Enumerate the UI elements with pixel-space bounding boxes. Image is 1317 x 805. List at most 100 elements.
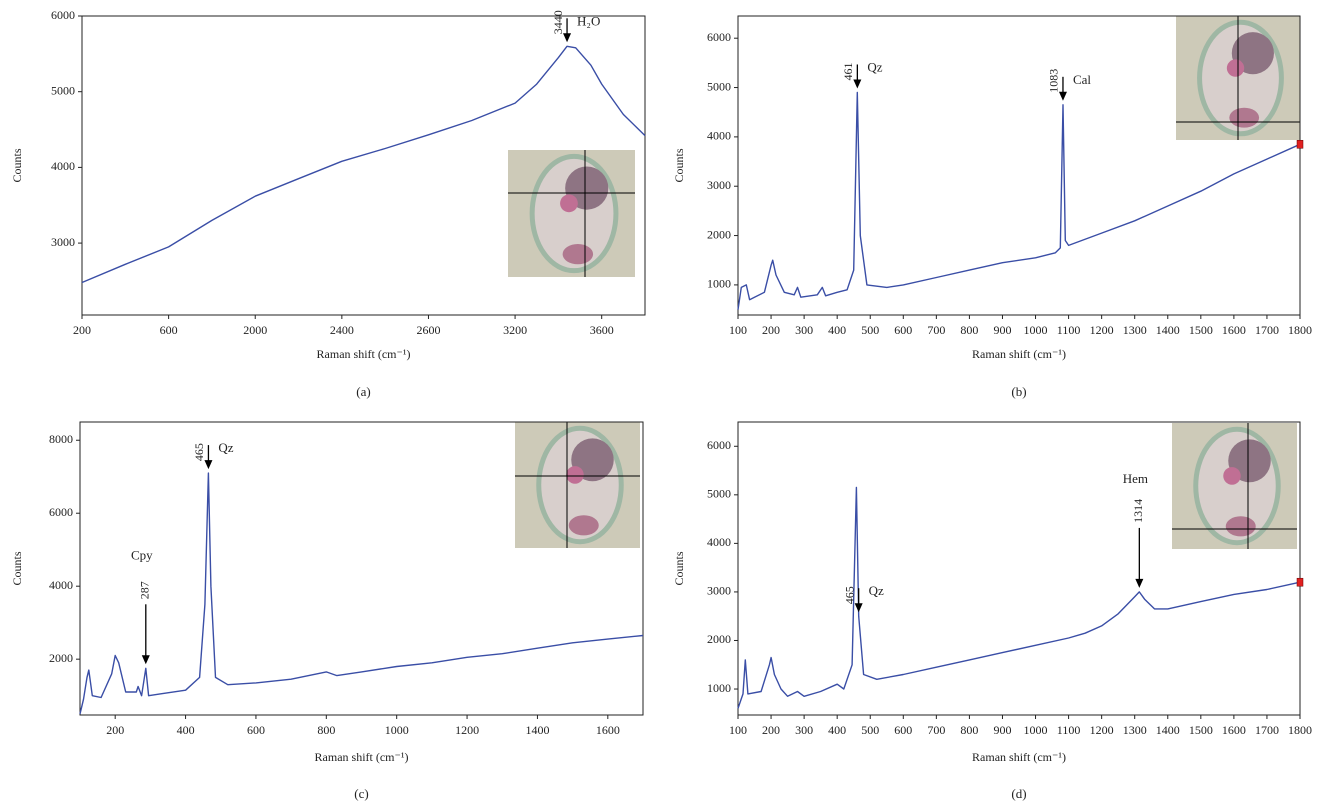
y-tick-label: 2000 [49, 651, 73, 665]
x-tick-label: 2600 [416, 323, 440, 337]
x-axis-label: Raman shift (cm⁻¹) [317, 347, 411, 361]
blob [1225, 516, 1256, 537]
peak-position: 3440 [551, 10, 565, 34]
x-tick-label: 2000 [243, 323, 267, 337]
x-tick-label: 200 [73, 323, 91, 337]
x-tick-label: 500 [861, 723, 879, 737]
y-tick-label: 5000 [707, 79, 731, 93]
x-tick-label: 600 [247, 723, 265, 737]
spectrum-line [81, 45, 646, 284]
y-tick-label: 4000 [707, 535, 731, 549]
x-tick-label: 100 [729, 723, 747, 737]
x-tick-label: 1200 [1090, 323, 1114, 337]
x-tick-label: 800 [960, 323, 978, 337]
x-tick-label: 200 [106, 723, 124, 737]
x-tick-label: 1200 [455, 723, 479, 737]
arrow-head [853, 79, 862, 89]
end-marker [1296, 577, 1304, 587]
x-tick-label: 1400 [1156, 323, 1180, 337]
spectrum-line [79, 472, 644, 715]
y-tick-label: 4000 [707, 129, 731, 143]
x-tick-label: 1500 [1189, 723, 1213, 737]
y-tick-label: 2000 [707, 632, 731, 646]
x-tick-label: 700 [927, 323, 945, 337]
x-tick-label: 1300 [1123, 323, 1147, 337]
spectrum-line [737, 486, 1301, 709]
y-tick-label: 5000 [707, 487, 731, 501]
x-tick-label: 1500 [1189, 323, 1213, 337]
x-tick-label: 700 [927, 723, 945, 737]
y-tick-label: 3000 [707, 178, 731, 192]
y-tick-label: 8000 [49, 432, 73, 446]
x-axis-label: Raman shift (cm⁻¹) [315, 750, 409, 764]
x-tick-label: 1000 [385, 723, 409, 737]
y-tick-label: 6000 [49, 505, 73, 519]
x-tick-label: 1700 [1255, 723, 1279, 737]
blob [1223, 467, 1241, 485]
x-tick-label: 1600 [1222, 323, 1246, 337]
peak-label: Cal [1073, 72, 1091, 87]
x-tick-label: 400 [828, 723, 846, 737]
peak-label: Qz [867, 59, 882, 74]
y-tick-label: 4000 [49, 578, 73, 592]
peak-position: 1083 [1047, 69, 1061, 93]
panel-caption: (c) [354, 786, 368, 801]
y-axis-label: Counts [672, 551, 686, 585]
y-tick-label: 4000 [51, 159, 75, 173]
panel-caption: (a) [356, 384, 370, 399]
x-tick-label: 1200 [1090, 723, 1114, 737]
y-axis-label: Counts [672, 148, 686, 182]
x-tick-label: 1100 [1057, 723, 1081, 737]
x-tick-label: 500 [861, 323, 879, 337]
x-tick-label: 900 [993, 723, 1011, 737]
y-tick-label: 6000 [707, 30, 731, 44]
x-tick-label: 3600 [590, 323, 614, 337]
peak-label: Qz [869, 583, 884, 598]
peak-label: Cpy [131, 547, 153, 562]
x-tick-label: 1400 [1156, 723, 1180, 737]
arrow-head [1058, 91, 1067, 101]
blob [560, 194, 578, 213]
y-tick-label: 3000 [707, 584, 731, 598]
y-tick-label: 6000 [707, 438, 731, 452]
x-axis-label: Raman shift (cm⁻¹) [972, 750, 1066, 764]
peak-label: H₂O [577, 13, 600, 28]
peak-position: 461 [841, 62, 855, 80]
y-tick-label: 3000 [51, 235, 75, 249]
x-tick-label: 400 [828, 323, 846, 337]
blob [568, 515, 599, 536]
y-tick-label: 2000 [707, 227, 731, 241]
plot-frame [79, 421, 644, 716]
x-tick-label: 800 [960, 723, 978, 737]
arrow-head [204, 460, 213, 470]
x-tick-label: 1000 [1024, 323, 1048, 337]
peak-position: 465 [842, 586, 856, 604]
y-axis-label: Counts [10, 148, 24, 182]
peak-position: 287 [138, 581, 152, 599]
x-tick-label: 600 [894, 323, 912, 337]
x-tick-label: 1100 [1057, 323, 1081, 337]
x-tick-label: 200 [762, 723, 780, 737]
arrow-head [1135, 578, 1144, 588]
arrow-head [854, 603, 863, 613]
plot-frame [737, 15, 1301, 316]
x-tick-label: 1800 [1288, 723, 1312, 737]
arrow-head [563, 33, 572, 43]
x-tick-label: 200 [762, 323, 780, 337]
x-tick-label: 900 [993, 323, 1011, 337]
panel-caption: (d) [1011, 786, 1026, 801]
blob [1229, 107, 1260, 128]
x-tick-label: 2400 [330, 323, 354, 337]
x-axis-label: Raman shift (cm⁻¹) [972, 347, 1066, 361]
peak-position: 1314 [1131, 499, 1145, 523]
x-tick-label: 1600 [1222, 723, 1246, 737]
plot-frame [81, 15, 646, 316]
x-tick-label: 1300 [1123, 723, 1147, 737]
x-tick-label: 3200 [503, 323, 527, 337]
y-axis-label: Counts [10, 551, 24, 585]
blob [1226, 59, 1245, 77]
x-tick-label: 1800 [1288, 323, 1312, 337]
x-tick-label: 600 [160, 323, 178, 337]
x-tick-label: 1600 [596, 723, 620, 737]
x-tick-label: 400 [177, 723, 195, 737]
